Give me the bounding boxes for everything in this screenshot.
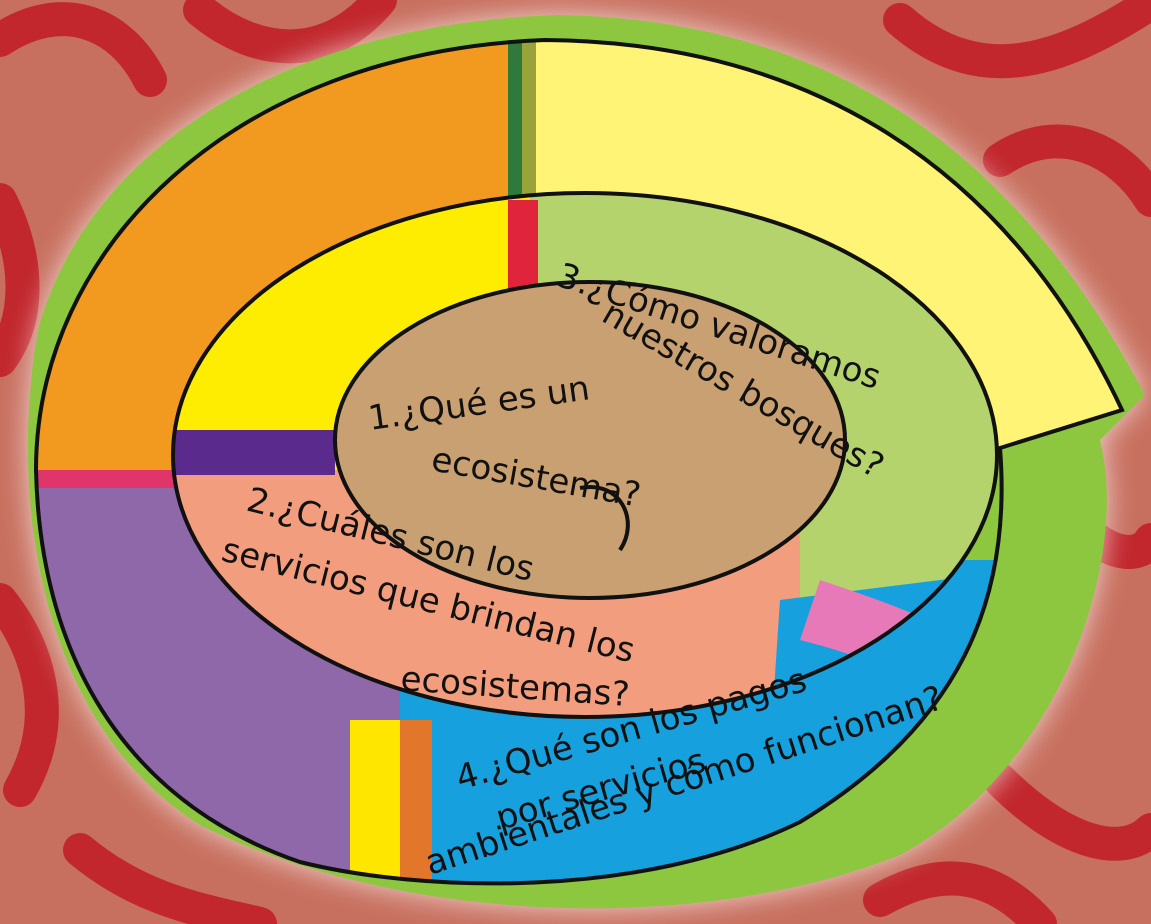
illustration: 1.¿Qué es un ecosistema? 2.¿Cuáles son l…	[0, 0, 1151, 924]
zigzag-strip	[175, 430, 335, 475]
page: 1.¿Qué es un ecosistema? 2.¿Cuáles son l…	[0, 0, 1151, 924]
strip	[350, 720, 400, 920]
strip	[0, 470, 180, 488]
